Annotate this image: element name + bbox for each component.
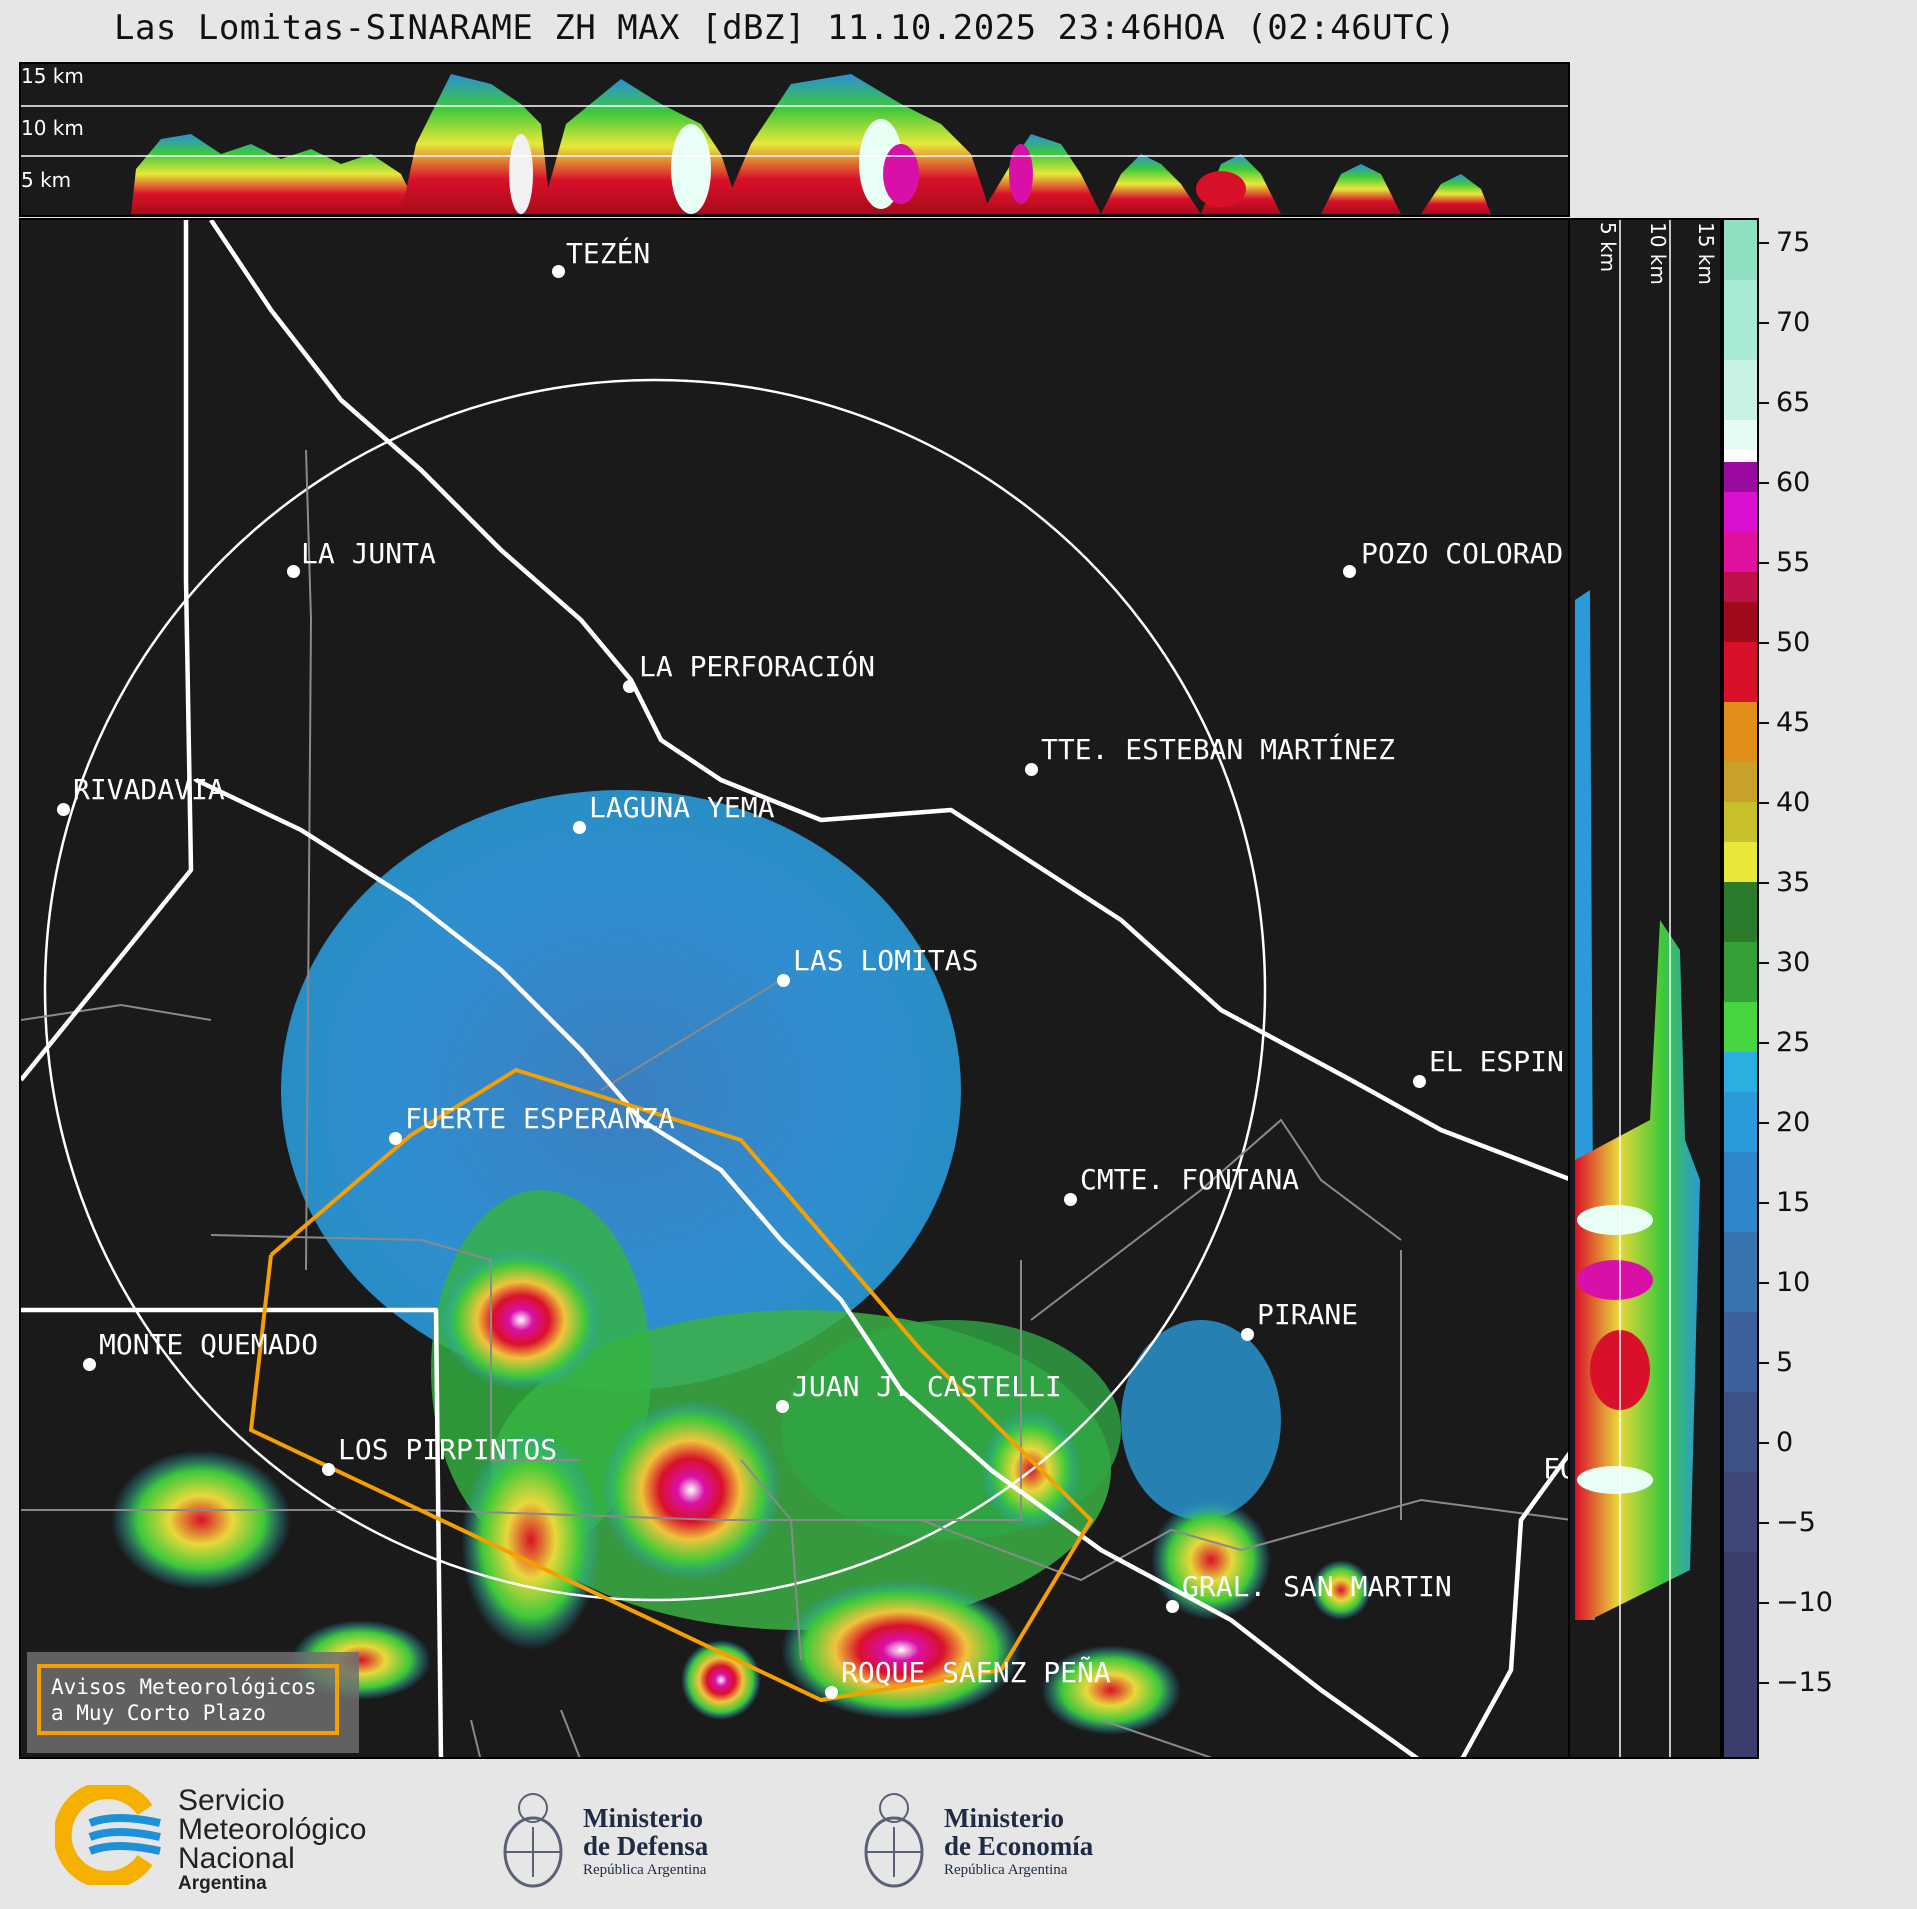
colorbar-tick: 65 [1759, 389, 1869, 416]
smn-name-line2: Meteorológico [178, 1813, 367, 1846]
city-dot [777, 974, 790, 987]
economia-line3: República Argentina [944, 1862, 1068, 1878]
colorbar-tick: 20 [1759, 1109, 1869, 1136]
side-altitude-label-5km: 5 km [1596, 222, 1620, 273]
city-dot [287, 565, 300, 578]
argentina-coat-of-arms-icon [493, 1782, 573, 1902]
city-dot [1064, 1193, 1077, 1206]
defensa-line1: Ministerio [583, 1803, 703, 1833]
radar-map-panel: TEZÉN LA JUNTA POZO COLORAD LA PERFORACI… [19, 218, 1570, 1759]
defensa-line2: de Defensa [583, 1831, 709, 1861]
city-dot [1343, 565, 1356, 578]
city-dot [1025, 763, 1038, 776]
smn-name-line1: Servicio [178, 1784, 285, 1817]
radar-range-ring [43, 378, 1267, 1602]
city-dot [322, 1463, 335, 1476]
altitude-label-10km: 10 km [21, 116, 84, 140]
city-label-pirane: PIRANE [1257, 1298, 1359, 1331]
city-label-la-junta: LA JUNTA [301, 537, 436, 570]
colorbar-tick: 55 [1759, 549, 1869, 576]
smn-logo-icon [55, 1785, 161, 1885]
colorbar-tick: −10 [1759, 1589, 1869, 1616]
colorbar-tick: 30 [1759, 949, 1869, 976]
city-dot [1413, 1075, 1426, 1088]
colorbar-tick: 75 [1759, 229, 1869, 256]
warning-polygon [248, 1067, 1094, 1703]
colorbar-tick: −15 [1759, 1669, 1869, 1696]
altitude-label-5km: 5 km [21, 168, 72, 192]
city-dot [1241, 1328, 1254, 1341]
city-dot [389, 1132, 402, 1145]
colorbar-tick: 40 [1759, 789, 1869, 816]
warning-legend-line1: Avisos Meteorológicos [51, 1675, 317, 1699]
city-label-fuerte-esperanza: FUERTE ESPERANZA [405, 1102, 675, 1135]
radar-map-graphic [21, 220, 1568, 1757]
altitude-label-15km: 15 km [21, 64, 84, 88]
city-label-roque-saenz-pena: ROQUE SAENZ PEÑA [841, 1656, 1111, 1689]
colorbar-tick: 15 [1759, 1189, 1869, 1216]
argentina-coat-of-arms-icon [854, 1782, 934, 1902]
city-label-las-lomitas: LAS LOMITAS [793, 944, 979, 977]
radar-echoes [111, 790, 1371, 1735]
reflectivity-colorbar [1722, 218, 1759, 1759]
colorbar-tick: 35 [1759, 869, 1869, 896]
province-boundaries [21, 220, 1568, 1757]
city-dot [825, 1686, 838, 1699]
side-altitude-label-15km: 15 km [1694, 222, 1718, 285]
department-boundaries [21, 449, 1568, 1757]
side-cross-section-graphic [1575, 220, 1700, 1757]
city-dot [83, 1358, 96, 1371]
warning-legend-outline: Avisos Meteorológicos a Muy Corto Plazo [37, 1664, 339, 1735]
side-altitude-label-10km: 10 km [1646, 222, 1670, 285]
warning-legend-box: Avisos Meteorológicos a Muy Corto Plazo [27, 1652, 359, 1753]
city-label-monte-quemado: MONTE QUEMADO [99, 1328, 319, 1361]
city-label-tezen: TEZÉN [566, 237, 651, 270]
colorbar-tick: 5 [1759, 1349, 1869, 1376]
city-label-los-pirpintos: LOS PIRPINTOS [338, 1433, 558, 1466]
city-dot [57, 803, 70, 816]
echo-tops [131, 74, 1491, 214]
colorbar-tick: 10 [1759, 1269, 1869, 1296]
colorbar-tick: −5 [1759, 1509, 1869, 1536]
city-label-la-perforacion: LA PERFORACIÓN [639, 650, 876, 683]
colorbar-tick: 70 [1759, 309, 1869, 336]
city-dot [573, 821, 586, 834]
city-dot [552, 265, 565, 278]
city-label-cmte-fontana: CMTE. FONTANA [1080, 1163, 1300, 1196]
defensa-line3: República Argentina [583, 1862, 707, 1878]
city-label-juan-j-castelli: JUAN J. CASTELLI [792, 1370, 1062, 1403]
city-dot [623, 680, 636, 693]
city-label-laguna-yema: LAGUNA YEMA [589, 791, 775, 824]
top-cross-section-graphic [21, 74, 1568, 214]
colorbar-tick: 50 [1759, 629, 1869, 656]
colorbar-gradient [1724, 220, 1757, 1757]
city-label-pozo-colorado: POZO COLORAD [1361, 537, 1564, 570]
warning-legend-line2: a Muy Corto Plazo [51, 1701, 266, 1725]
economia-line1: Ministerio [944, 1803, 1064, 1833]
colorbar-tick: 60 [1759, 469, 1869, 496]
colorbar-tick: 0 [1759, 1429, 1869, 1456]
city-label-gral-san-martin: GRAL. SAN MARTIN [1182, 1570, 1452, 1603]
economia-line2: de Economía [944, 1831, 1094, 1861]
city-dot [1166, 1600, 1179, 1613]
smn-name-line3: Nacional [178, 1842, 295, 1875]
city-label-rivadavia: RIVADAVIA [73, 773, 225, 806]
city-label-el-espinillo: EL ESPIN [1429, 1045, 1564, 1078]
city-label-formosa: FO [1543, 1452, 1568, 1485]
colorbar-tick: 45 [1759, 709, 1869, 736]
smn-logo [55, 1785, 165, 1885]
colorbar-tick: 25 [1759, 1029, 1869, 1056]
page-title: Las Lomitas-SINARAME ZH MAX [dBZ] 11.10.… [113, 8, 1457, 48]
colorbar-ticks: 75 70 65 60 55 50 45 40 35 30 25 20 15 1… [1759, 218, 1879, 1759]
city-label-tte-esteban-martinez: TTE. ESTEBAN MARTÍNEZ [1041, 733, 1396, 766]
footer: Servicio Meteorológico Nacional Argentin… [0, 1760, 1917, 1909]
top-cross-section-panel: 15 km 10 km 5 km [19, 62, 1570, 217]
city-dot [776, 1400, 789, 1413]
smn-name-line4: Argentina [178, 1873, 267, 1894]
side-cross-section-panel: 5 km 10 km 15 km [1570, 218, 1722, 1759]
